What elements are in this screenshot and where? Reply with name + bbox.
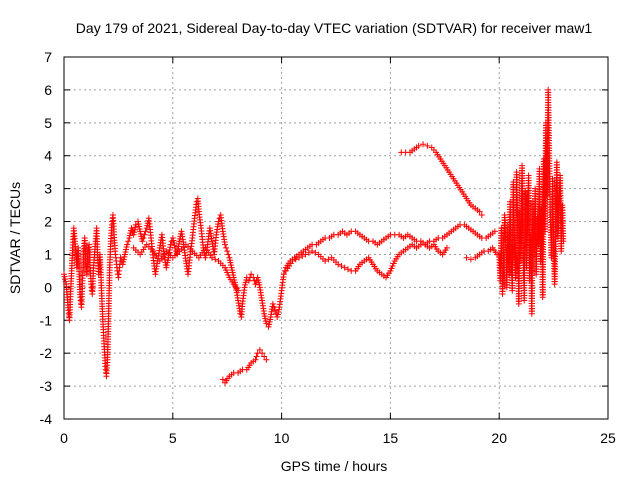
y-axis-label: SDTVAR / TECUs [7,182,23,294]
data-segment [398,141,485,218]
plot-border [63,56,609,420]
data-point [222,241,229,248]
data-point [215,218,222,225]
y-tick-label: 4 [44,148,52,164]
data-point [128,225,135,232]
data-point [467,256,474,263]
chart-title: Day 179 of 2021, Sidereal Day-to-day VTE… [76,20,593,36]
data-point [491,228,498,235]
x-axis-label: GPS time / hours [281,458,388,474]
data-point [139,238,146,245]
data-point [338,262,345,269]
data-point [560,238,567,245]
data-point [302,251,309,258]
x-tick-label: 20 [491,430,507,446]
data-segment [61,195,498,380]
data-point [341,264,348,271]
data-point [322,258,329,265]
data-point [124,241,131,248]
data-point [132,221,139,228]
data-point [309,248,316,255]
data-segment [282,241,450,281]
data-point [208,254,215,261]
data-point [117,254,124,261]
grid-lines [64,57,608,419]
data-point [167,241,174,248]
data-point [415,142,422,149]
x-tick-label: 25 [600,430,616,446]
data-point [280,271,287,278]
data-point [219,376,226,383]
y-tick-label: -4 [40,411,53,427]
y-tick-label: -2 [40,345,53,361]
data-point [420,141,427,148]
y-tick-label: 7 [44,49,52,65]
data-point [424,142,431,149]
data-point [269,300,276,307]
data-point [289,258,296,265]
y-tick-label: 5 [44,115,52,131]
data-point [84,248,91,255]
data-point [296,254,303,261]
x-tick-label: 10 [274,430,290,446]
data-point [325,256,332,263]
data-point [443,244,450,251]
y-tick-label: 2 [44,214,52,230]
data-segment [219,346,270,386]
data-segment [130,241,242,294]
data-point [463,254,470,261]
x-tick-label: 0 [60,430,68,446]
data-point [292,256,299,263]
data-point [253,353,260,360]
data-point [259,350,266,357]
x-tick-label: 5 [169,430,177,446]
y-tick-label: -1 [40,312,53,328]
data-point [248,271,255,278]
y-tick-label: 3 [44,181,52,197]
data-points [61,86,567,386]
data-point [305,249,312,256]
x-axis-ticks: 0 5 10 15 20 25 [60,57,616,446]
data-point [225,251,232,258]
data-point [312,249,319,256]
data-point [478,211,485,218]
data-point [140,235,147,241]
y-tick-label: -3 [40,378,53,394]
data-point [263,320,270,327]
data-point [252,356,259,363]
data-point [252,281,259,288]
data-point [476,208,483,215]
x-tick-label: 15 [383,430,399,446]
data-point [224,248,231,255]
data-segment [496,86,567,317]
data-point [142,228,149,235]
data-point [263,356,270,363]
data-segment [463,244,501,263]
data-point [299,253,306,260]
y-axis-ticks: -4 -3 -2 -1 0 1 2 3 4 5 6 7 [40,49,608,427]
data-point [212,256,219,263]
y-tick-label: 0 [44,279,52,295]
data-point [335,261,342,268]
data-point [245,277,252,284]
y-tick-label: 6 [44,82,52,98]
data-point [171,244,178,251]
data-point [125,238,132,245]
data-point [270,304,277,311]
data-point [272,307,279,314]
data-point [235,287,242,294]
y-tick-label: 1 [44,246,52,262]
data-point [261,353,268,360]
data-point [223,244,230,251]
plot-frame [63,56,609,420]
data-point [141,231,148,238]
data-point [344,266,351,273]
data-point [256,346,263,353]
